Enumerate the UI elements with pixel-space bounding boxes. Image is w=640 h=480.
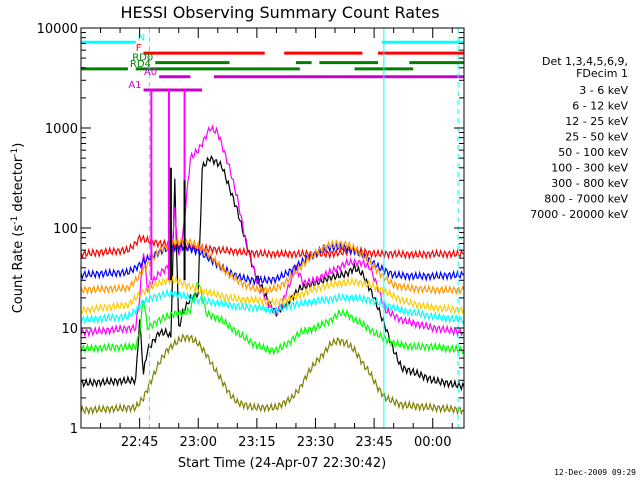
- flag-label-a1: A1: [128, 80, 141, 91]
- x-tick-label: 23:00: [180, 435, 217, 450]
- x-tick-label: 23:45: [355, 435, 392, 450]
- chart-title: HESSI Observing Summary Count Rates: [120, 3, 439, 22]
- y-axis-title: Count Rate (s-1 detector-1): [10, 143, 26, 314]
- series-line-25-50-kev: [81, 287, 464, 325]
- series-line-6-12-kev: [81, 124, 464, 338]
- flag-label-f: F: [136, 43, 142, 54]
- flag-label-a0: A0: [144, 67, 157, 78]
- y-axis-title-part1: Count Rate (s: [11, 225, 26, 314]
- y-axis-title-sup1: -1: [10, 216, 20, 225]
- series-line-7000-20000-kev: [81, 333, 464, 416]
- series-line-800-7000-kev: [81, 236, 464, 296]
- legend-header-2: FDecim 1: [576, 67, 628, 80]
- y-tick-label: 10000: [37, 22, 78, 37]
- timestamp: 12-Dec-2009 09:29: [554, 468, 636, 477]
- y-tick-label: 1: [70, 422, 78, 437]
- legend-label-12-25-kev: 12 - 25 keV: [565, 115, 628, 128]
- y-axis-title-part3: ): [11, 143, 26, 148]
- x-axis-title: Start Time (24-Apr-07 22:30:42): [178, 456, 386, 471]
- legend-label-3-6-kev: 3 - 6 keV: [579, 84, 628, 97]
- x-tick-label: 23:15: [238, 435, 275, 450]
- legend-label-100-300-kev: 100 - 300 keV: [551, 162, 628, 175]
- y-axis-title-sup2: -1: [10, 148, 20, 157]
- legend-label-6-12-kev: 6 - 12 keV: [572, 100, 628, 113]
- series-line-50-100-kev: [81, 275, 464, 316]
- series-line-300-800-kev: [81, 241, 464, 287]
- x-tick-label: 22:45: [121, 435, 158, 450]
- y-tick-label: 10: [61, 322, 78, 337]
- legend-label-50-100-kev: 50 - 100 keV: [558, 146, 628, 159]
- series-lines: [81, 89, 464, 416]
- x-tick-label: 00:00: [414, 435, 451, 450]
- legend-label-300-800-kev: 300 - 800 keV: [551, 177, 628, 190]
- series-line-3-6-kev: [81, 154, 464, 392]
- series-line-100-300-kev: [81, 233, 464, 261]
- legend-label-800-7000-kev: 800 - 7000 keV: [544, 193, 628, 206]
- y-axis-title-part2: detector: [11, 156, 26, 216]
- flag-label-rd0: RD0: [132, 53, 153, 64]
- legend-header-1: Det 1,3,4,5,6,9,: [542, 55, 628, 68]
- series-line-12-25-kev: [81, 282, 464, 356]
- mode-flags: [81, 40, 464, 92]
- legend: Det 1,3,4,5,6,9, FDecim 1 3 - 6 keV 6 - 1…: [530, 55, 628, 221]
- legend-label-7000-20000-kev: 7000 - 20000 keV: [530, 208, 628, 221]
- legend-label-25-50-kev: 25 - 50 keV: [565, 131, 628, 144]
- y-axis: 1 10 100 1000 10000: [37, 22, 464, 437]
- flag-label-rd4: RD4: [130, 59, 151, 70]
- y-tick-label: 100: [53, 222, 78, 237]
- y-tick-label: 1000: [45, 122, 78, 137]
- flag-label-n: N: [138, 32, 145, 43]
- x-tick-label: 23:30: [297, 435, 334, 450]
- x-axis: 22:45 23:00 23:15 23:30 23:45 00:00: [80, 28, 453, 450]
